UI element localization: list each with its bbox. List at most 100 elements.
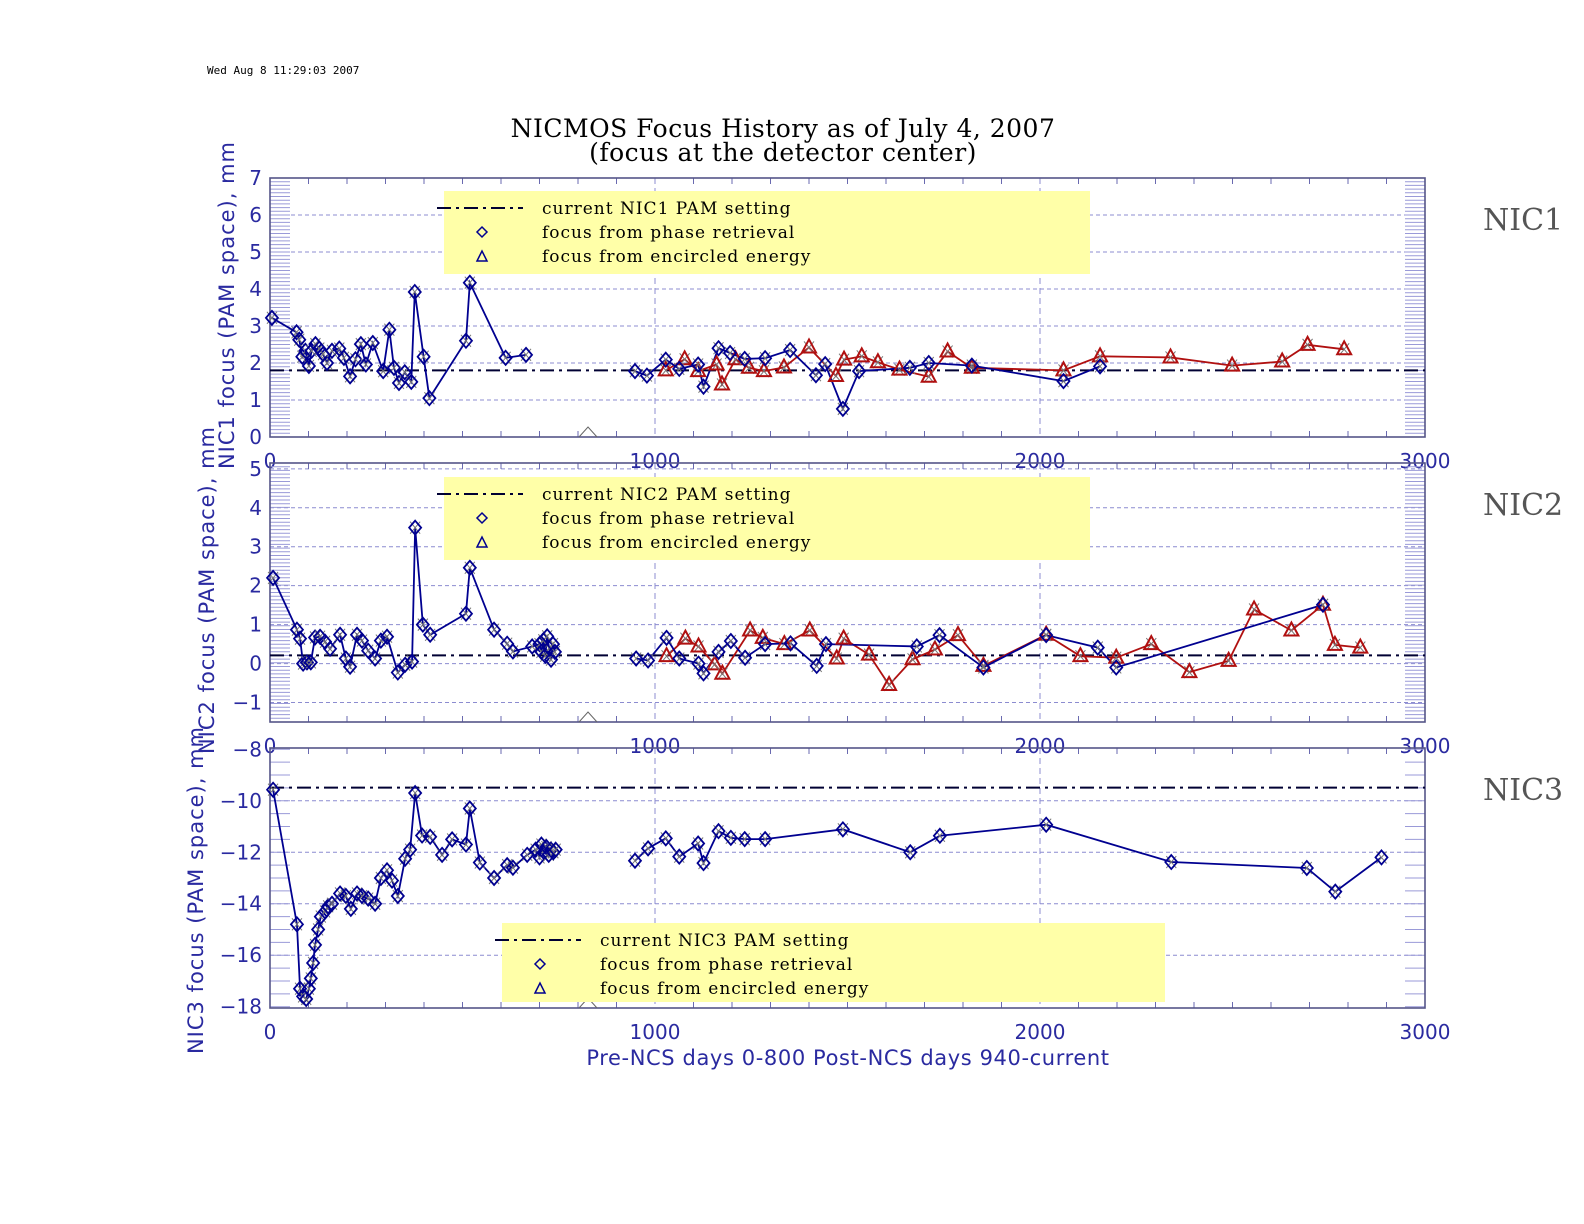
diamond-marker bbox=[292, 331, 307, 349]
phase-retrieval-line-post-ncs bbox=[635, 603, 1324, 676]
triangle-marker bbox=[1273, 351, 1291, 368]
diamond-marker bbox=[397, 656, 413, 674]
diamond-marker bbox=[310, 921, 326, 938]
plot-frame bbox=[269, 747, 1426, 1009]
diamond-marker bbox=[292, 630, 308, 648]
x-marker bbox=[1248, 603, 1260, 616]
triangle-marker bbox=[1107, 647, 1125, 664]
diamond-marker bbox=[472, 854, 488, 871]
y-tick-label: 5 bbox=[249, 240, 262, 264]
diamond-marker bbox=[462, 800, 478, 817]
diamond-marker bbox=[737, 350, 752, 368]
diamond-marker bbox=[903, 843, 918, 861]
diamond-marker bbox=[402, 841, 418, 859]
diamond-marker bbox=[1109, 659, 1124, 676]
x-marker bbox=[863, 648, 875, 661]
legend-diamond-icon bbox=[533, 957, 547, 971]
diamond-marker bbox=[367, 650, 383, 667]
diamond-marker bbox=[628, 650, 644, 667]
diamond-marker bbox=[722, 344, 738, 362]
diamond-marker bbox=[672, 848, 687, 866]
diamond-marker bbox=[324, 342, 340, 360]
triangle-marker bbox=[657, 360, 675, 377]
diamond-marker bbox=[444, 831, 460, 848]
diamond-marker bbox=[407, 519, 423, 537]
diamond-marker bbox=[332, 626, 348, 644]
diamond-marker bbox=[627, 362, 643, 380]
diamond-marker bbox=[391, 374, 407, 392]
diamond-marker bbox=[434, 846, 450, 864]
phase-retrieval-line-post-ncs bbox=[634, 347, 1101, 412]
diamond-marker bbox=[390, 887, 406, 905]
y-tick-label: −10 bbox=[220, 789, 262, 813]
diamond-marker bbox=[547, 643, 563, 661]
plot-frame bbox=[269, 462, 1426, 723]
diamond-marker bbox=[307, 936, 323, 954]
diamond-marker bbox=[737, 649, 753, 667]
diamond-marker bbox=[462, 274, 478, 292]
x-tick-label: 1000 bbox=[630, 1020, 681, 1044]
diamond-marker bbox=[299, 990, 314, 1008]
legend-entry: focus from phase retrieval bbox=[600, 955, 853, 975]
diamond-marker bbox=[376, 362, 391, 380]
x-tick-label: 2000 bbox=[1015, 1020, 1066, 1044]
diamond-marker bbox=[360, 642, 376, 660]
triangle-marker bbox=[853, 346, 871, 363]
diamond-marker bbox=[313, 908, 329, 925]
diamond-marker bbox=[354, 632, 370, 649]
diamond-marker bbox=[360, 890, 376, 907]
y-tick-label: 1 bbox=[249, 388, 262, 412]
diamond-marker bbox=[407, 784, 423, 802]
diamond-marker bbox=[404, 653, 420, 671]
diamond-marker bbox=[265, 781, 281, 799]
diamond-marker bbox=[386, 359, 402, 377]
diamond-marker bbox=[545, 635, 561, 653]
diamond-marker bbox=[696, 378, 711, 396]
diamond-marker bbox=[265, 569, 281, 587]
diamond-marker bbox=[422, 389, 437, 407]
diamond-marker bbox=[696, 664, 711, 682]
encircled-energy-line bbox=[665, 603, 1361, 687]
y-axis-label: NIC2 focus (PAM space), mm bbox=[195, 426, 219, 754]
triangle-marker bbox=[835, 349, 853, 366]
legend-entry: focus from phase retrieval bbox=[542, 223, 795, 243]
diamond-marker bbox=[1164, 853, 1179, 871]
legend-background bbox=[502, 923, 1165, 1002]
legend-entry: focus from encircled energy bbox=[600, 979, 869, 999]
triangle-marker bbox=[675, 349, 694, 366]
y-tick-label: 4 bbox=[249, 496, 262, 520]
triangle-marker bbox=[920, 366, 938, 383]
triangle-marker bbox=[1335, 339, 1353, 356]
triangle-marker bbox=[707, 354, 726, 371]
diamond-marker bbox=[835, 400, 851, 418]
triangle-marker bbox=[1282, 620, 1301, 637]
diamond-marker bbox=[422, 828, 438, 846]
diamond-marker bbox=[299, 654, 315, 671]
triangle-marker bbox=[1071, 646, 1090, 663]
y-tick-label: −14 bbox=[220, 892, 262, 916]
diamond-marker bbox=[783, 634, 798, 652]
diamond-marker bbox=[390, 664, 406, 681]
y-tick-label: 2 bbox=[249, 351, 262, 375]
diamond-marker bbox=[921, 354, 936, 372]
legend-entry: focus from phase retrieval bbox=[542, 509, 795, 529]
triangle-marker bbox=[903, 649, 922, 666]
diamond-marker bbox=[458, 605, 474, 623]
diamond-marker bbox=[902, 359, 918, 377]
diamond-marker bbox=[486, 869, 502, 887]
legend: current NIC3 PAM setting focus from phase… bbox=[495, 923, 1165, 1002]
diamond-marker bbox=[1299, 859, 1314, 877]
triangle-marker bbox=[926, 639, 944, 656]
diamond-marker bbox=[486, 621, 502, 639]
diamond-marker bbox=[505, 859, 521, 877]
y-tick-label: 0 bbox=[249, 425, 262, 449]
diamond-marker bbox=[711, 822, 726, 840]
triangle-marker bbox=[689, 636, 708, 653]
triangle-marker bbox=[676, 628, 695, 645]
diamond-marker bbox=[690, 835, 706, 852]
y-tick-label: −16 bbox=[220, 943, 262, 967]
legend-diamond-icon bbox=[475, 225, 489, 239]
diamond-marker bbox=[909, 638, 924, 655]
